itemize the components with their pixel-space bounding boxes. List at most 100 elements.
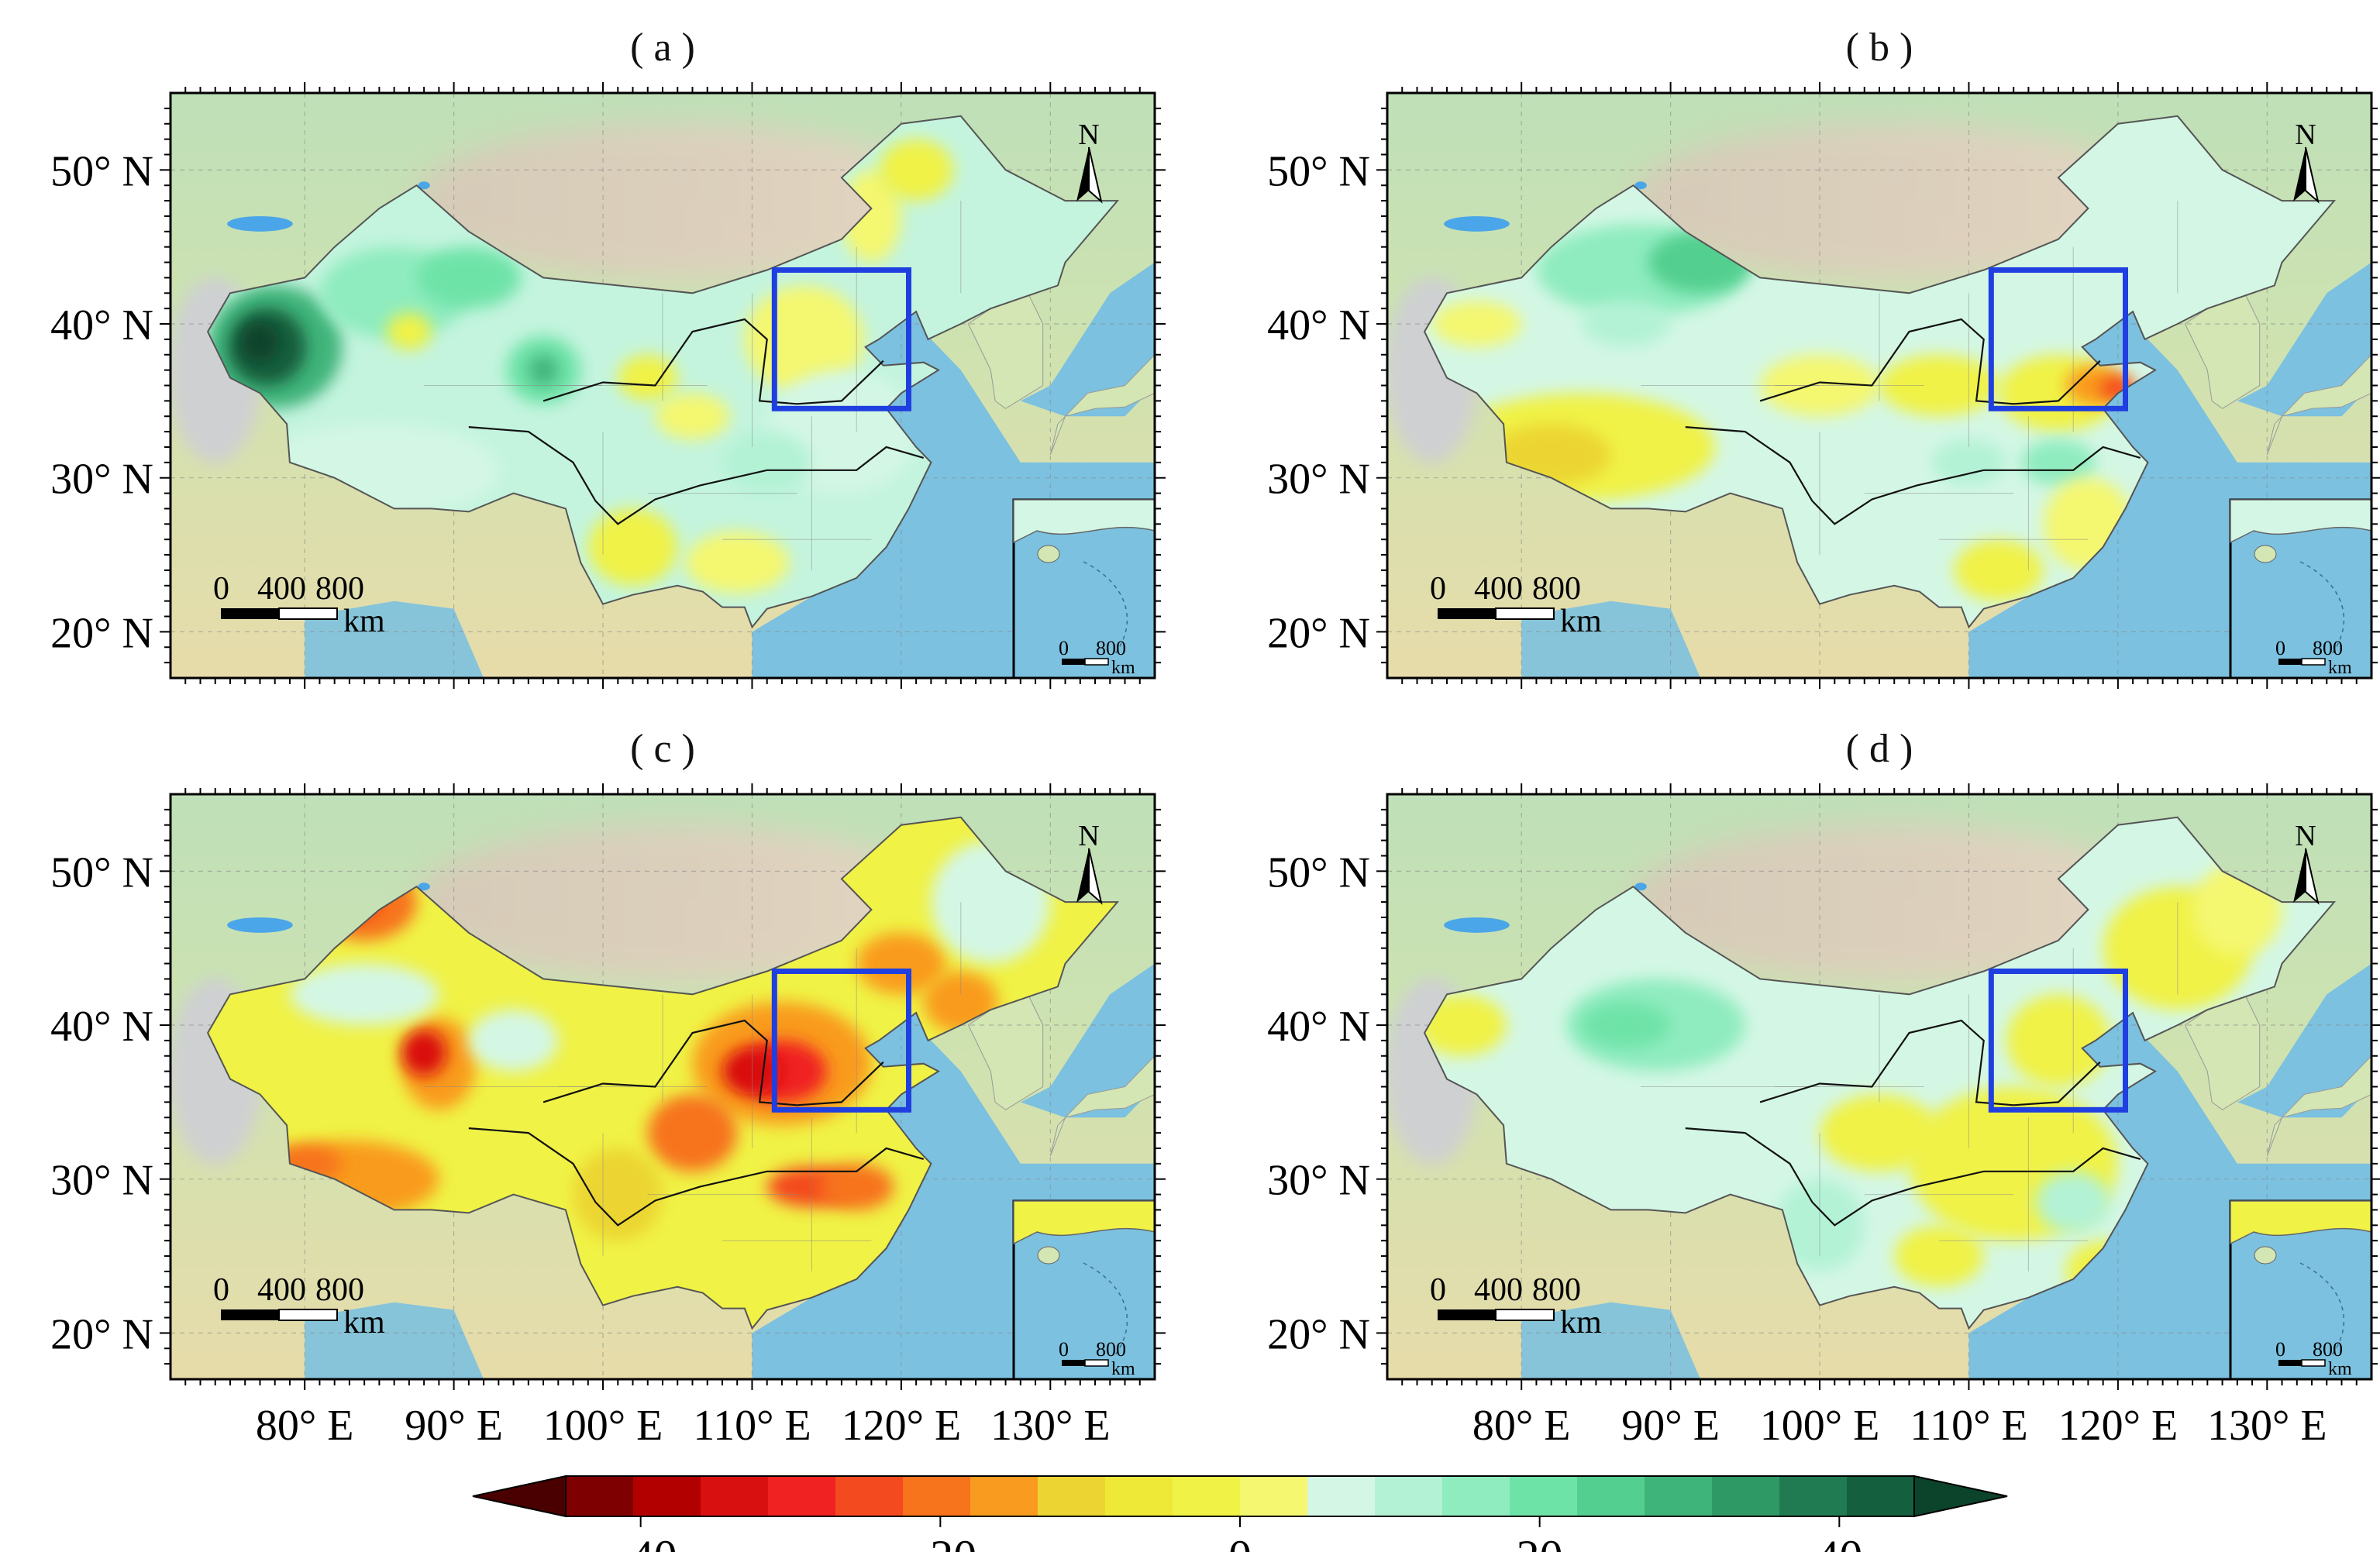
longitude-tick-label: 80° E [1472, 1402, 1571, 1450]
longitude-tick-label: 130° E [990, 1402, 1111, 1450]
longitude-tick-label: 90° E [1621, 1402, 1720, 1450]
china-border [206, 115, 1120, 629]
scale-bar-tick: 0 [213, 571, 229, 607]
latitude-tick-label: 50° N [1267, 147, 1370, 195]
frame-ticks [1376, 783, 2380, 1390]
colorbar-bin [701, 1476, 769, 1516]
colorbar-bin [1510, 1476, 1578, 1516]
scale-bar-unit: km [343, 604, 385, 639]
colorbar: −40 −20 0 20 40 [472, 1475, 2008, 1552]
basemap [1387, 794, 2371, 1379]
scale-bar-tick: 400 [1474, 571, 1523, 607]
latitude-tick-label: 40° N [50, 301, 153, 349]
inset-scale-tick: 800 [1096, 637, 1126, 659]
china-border [1423, 115, 2337, 629]
latitude-tick-label: 50° N [1267, 848, 1370, 896]
colorbar-bin [1442, 1476, 1510, 1516]
scale-bar-tick: 0 [1430, 1272, 1446, 1308]
yangtze-river [468, 426, 925, 525]
basemap [170, 93, 1155, 678]
inset-scale-tick: 0 [1059, 637, 1069, 659]
colorbar-bin [1240, 1476, 1308, 1516]
colorbar-tick-label: 20 [1517, 1531, 1563, 1552]
scale-bar-tick: 400 [257, 571, 306, 607]
inset-scale-tick: 0 [2275, 637, 2285, 659]
inset-scale-unit: km [1111, 658, 1135, 678]
longitude-tick-label: 100° E [1760, 1402, 1880, 1450]
colorbar-bin [633, 1476, 701, 1516]
colorbar-bin [1105, 1476, 1173, 1516]
panel-label: ( b ) [1846, 26, 1913, 70]
latitude-tick-label: 50° N [50, 848, 153, 896]
north-arrow-icon: N [2293, 820, 2320, 905]
colorbar-bin [1847, 1476, 1915, 1516]
colorbar-tick-label: 0 [1228, 1531, 1252, 1552]
north-arrow-label: N [1078, 820, 1099, 852]
inset-scale-tick: 800 [2313, 637, 2343, 659]
longitude-tick-label: 130° E [2207, 1402, 2327, 1450]
latitude-tick-label: 30° N [50, 1157, 153, 1205]
scale-bar-tick: 400 [257, 1272, 306, 1308]
north-arrow-icon: N [2293, 119, 2320, 204]
north-arrow-label: N [1078, 119, 1099, 151]
inset-scale-unit: km [2328, 658, 2352, 678]
longitude-tick-label: 120° E [2058, 1402, 2179, 1450]
inset-scale-tick: 800 [1096, 1338, 1126, 1361]
inset-scale-tick: 0 [2275, 1338, 2285, 1361]
study-area-box [1988, 267, 2128, 411]
latitude-tick-label: 40° N [50, 1003, 153, 1051]
longitude-tick-label: 110° E [1910, 1402, 2028, 1450]
panel-label: ( d ) [1846, 727, 1913, 771]
study-area-box [1988, 968, 2128, 1113]
yellow-river [1759, 318, 2101, 405]
panel-label: ( a ) [630, 26, 695, 70]
panel-label: ( c ) [630, 727, 695, 771]
yellow-river [1759, 1019, 2101, 1106]
yangtze-river [1685, 426, 2141, 525]
colorbar-bin [768, 1476, 836, 1516]
colorbar-tick-label: −20 [904, 1531, 976, 1552]
latitude-tick-label: 20° N [50, 1310, 153, 1358]
latitude-tick-label: 30° N [1267, 1157, 1370, 1205]
north-arrow-icon: N [1076, 820, 1103, 905]
inset-scale-tick: 800 [2313, 1338, 2343, 1361]
scale-bar-tick: 800 [1532, 571, 1581, 607]
yellow-river [542, 318, 884, 405]
colorbar-bin [1038, 1476, 1106, 1516]
longitude-tick-label: 100° E [543, 1402, 663, 1450]
latitude-tick-label: 20° N [50, 609, 153, 657]
colorbar-extend-max [1913, 1475, 2008, 1518]
yangtze-river [468, 1127, 925, 1227]
basemap [1387, 93, 2371, 678]
yellow-river [542, 1019, 884, 1106]
frame-ticks [160, 783, 1166, 1390]
scale-bar-unit: km [1560, 1305, 1602, 1340]
colorbar-bin [566, 1476, 634, 1516]
colorbar-bin [903, 1476, 971, 1516]
china-border [206, 816, 1120, 1330]
colorbar-tick-label: −40 [604, 1531, 677, 1552]
colorbar-bin [1779, 1476, 1848, 1516]
colorbar-tick-label: 40 [1816, 1531, 1862, 1552]
china-border [1423, 816, 2337, 1330]
longitude-tick-label: 80° E [256, 1402, 354, 1450]
latitude-tick-label: 30° N [1267, 456, 1370, 504]
scale-bar-unit: km [1560, 604, 1602, 639]
frame-ticks [160, 82, 1166, 689]
scale-bar-unit: km [343, 1305, 385, 1340]
study-area-box [771, 968, 911, 1113]
scale-bar-tick: 0 [1430, 571, 1446, 607]
longitude-tick-label: 120° E [842, 1402, 962, 1450]
inset-scale-tick: 0 [1059, 1338, 1069, 1361]
colorbar-bin [1307, 1476, 1376, 1516]
